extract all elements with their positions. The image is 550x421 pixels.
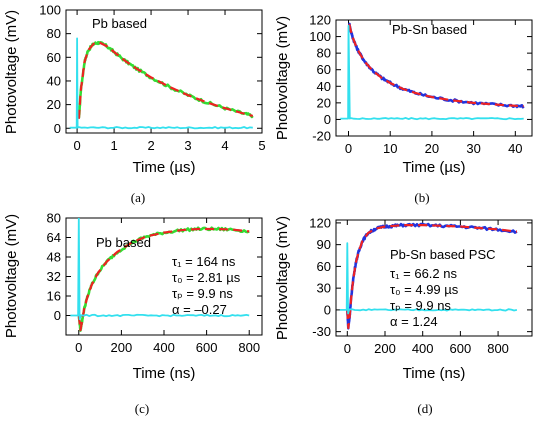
- y-tick-label: 0: [324, 302, 331, 317]
- y-tick-label: -20: [312, 129, 331, 144]
- y-tick-label: 60: [47, 50, 61, 65]
- y-tick-label: 20: [317, 95, 331, 110]
- x-tick-label: 5: [258, 138, 265, 153]
- fit-parameter: τ₁ = 164 ns: [172, 254, 236, 269]
- x-tick-label: 0: [75, 340, 82, 355]
- x-tick-label: 30: [466, 141, 480, 156]
- x-tick-label: 800: [487, 341, 509, 356]
- y-tick-label: 80: [47, 211, 61, 226]
- x-tick-label: 600: [196, 340, 218, 355]
- plot-frame: [335, 219, 533, 337]
- y-tick-label: 40: [47, 73, 61, 88]
- y-tick-label: 20: [47, 97, 61, 112]
- x-tick-label: 4: [221, 138, 228, 153]
- y-tick-label: 0: [324, 112, 331, 127]
- panel-annotation: Pb based: [96, 235, 151, 250]
- series-line-dashed-fit: [77, 41, 254, 119]
- fit-parameter: τₚ = 9.9 ns: [390, 298, 451, 313]
- y-tick-label: 60: [317, 62, 331, 77]
- y-axis-label: Photovoltage (mV): [3, 214, 20, 338]
- y-tick-label: 120: [309, 215, 331, 230]
- series-group: [69, 37, 254, 130]
- fit-parameter: τ₀ = 4.99 µs: [390, 282, 459, 297]
- fit-parameter: α = –0.27: [172, 302, 227, 317]
- y-tick-label: 80: [317, 46, 331, 61]
- fit-parameter: α = 1.24: [390, 314, 438, 329]
- panel-caption: (d): [417, 401, 432, 416]
- y-tick-label: 60: [317, 259, 331, 274]
- x-tick-label: 800: [238, 340, 260, 355]
- x-axis-label: Time (ns): [403, 365, 466, 382]
- x-tick-label: 10: [383, 141, 397, 156]
- panel-annotation: Pb-Sn based: [392, 22, 467, 37]
- series-line-spike-baseline: [340, 24, 524, 121]
- x-tick-label: 600: [450, 341, 472, 356]
- series-group: [340, 22, 525, 121]
- y-tick-label: 48: [47, 250, 61, 265]
- series-line-dashed-fit: [348, 23, 524, 108]
- y-axis-label: Photovoltage (mV): [274, 216, 291, 340]
- y-axis-label: Photovoltage (mV): [274, 16, 291, 140]
- x-tick-label: 0: [345, 141, 352, 156]
- panel-annotation: Pb based: [92, 16, 147, 31]
- x-axis-label: Time (µs): [402, 159, 465, 176]
- x-tick-label: 3: [184, 138, 191, 153]
- series-line-spike-baseline: [339, 242, 518, 315]
- x-tick-label: 200: [374, 341, 396, 356]
- y-tick-label: -30: [312, 324, 331, 339]
- x-tick-label: 0: [73, 138, 80, 153]
- y-tick-label: 16: [47, 289, 61, 304]
- plot-frame: [335, 19, 533, 137]
- series-group: [339, 222, 518, 330]
- x-tick-label: 200: [111, 340, 133, 355]
- panel-caption: (c): [135, 401, 149, 416]
- plot-frame: [65, 9, 263, 134]
- x-tick-label: 40: [508, 141, 522, 156]
- y-tick-label: 0: [54, 121, 61, 136]
- panel-a: 0 1 2 3 4 5 0 20 40 60 80 100 Time (µs) Photovoltage …: [3, 3, 266, 206]
- y-tick-label: 120: [309, 13, 331, 28]
- x-tick-label: 1: [110, 138, 117, 153]
- x-tick-label: 400: [412, 341, 434, 356]
- y-tick-label: 80: [47, 26, 61, 41]
- y-tick-label: 30: [317, 281, 331, 296]
- y-axis-label: Photovoltage (mV): [3, 10, 20, 134]
- x-tick-label: 2: [147, 138, 154, 153]
- fit-parameter: τₚ = 9.9 ns: [172, 286, 233, 301]
- y-tick-label: 64: [47, 230, 61, 245]
- panel-caption: (b): [414, 190, 429, 205]
- x-tick-label: 0: [344, 341, 351, 356]
- y-tick-label: 100: [39, 3, 61, 18]
- series-line-dashed-fit: [77, 227, 250, 332]
- fit-parameter: τ₁ = 66.2 ns: [390, 266, 457, 281]
- panel-c: 0 200 400 600 800 0 16 32 48 64 80 Time (ns) Photovo…: [3, 211, 263, 416]
- y-tick-label: 32: [47, 269, 61, 284]
- x-axis-label: Time (µs): [132, 159, 195, 176]
- y-tick-label: 90: [317, 237, 331, 252]
- x-axis-label: Time (ns): [133, 365, 196, 382]
- series-line-spike-baseline: [70, 218, 250, 321]
- fit-parameter: τ₀ = 2.81 µs: [172, 270, 241, 285]
- series-line-dashed-fit: [346, 224, 518, 330]
- series-line-noisy-data: [77, 40, 254, 119]
- series-line-spike-baseline: [69, 37, 253, 130]
- x-tick-label: 20: [425, 141, 439, 156]
- y-tick-label: 0: [54, 308, 61, 323]
- panel-d: 0 200 400 600 800 -30 0 30 60 90 120 Time (ns) Photo…: [274, 215, 533, 416]
- panel-caption: (a): [131, 190, 145, 205]
- x-tick-label: 400: [153, 340, 175, 355]
- y-tick-label: 100: [309, 29, 331, 44]
- series-group: [70, 218, 250, 332]
- panel-annotation: Pb-Sn based PSC: [390, 247, 496, 262]
- y-tick-label: 40: [317, 79, 331, 94]
